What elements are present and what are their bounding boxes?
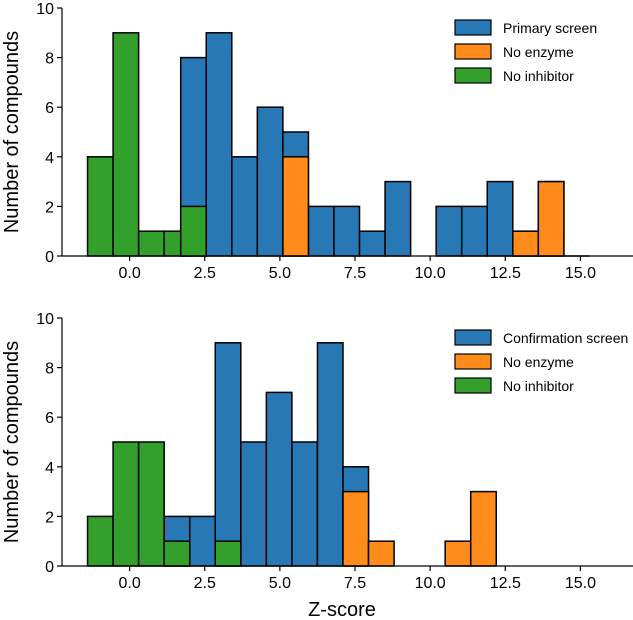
bar-no-enzyme-1	[512, 230, 540, 257]
bar-primary-screen-5	[307, 205, 335, 257]
legend-label: No enzyme	[503, 44, 574, 60]
bar-no-inhibitor-0	[86, 156, 114, 257]
bar-no-inhibitor-2	[137, 230, 165, 257]
legend-swatch	[454, 19, 492, 36]
bar-no-inhibitor-4	[179, 205, 208, 257]
y-tick-label: 4	[45, 460, 54, 477]
x-tick-label: 12.5	[490, 265, 521, 282]
bar-confirmation-screen-5	[291, 441, 319, 567]
y-tick-label: 6	[45, 410, 54, 427]
x-tick-label: 2.5	[194, 265, 216, 282]
x-tick-label: 5.0	[269, 265, 291, 282]
bar-no-inhibitor-1	[112, 32, 140, 257]
legend: Confirmation screen No enzyme No inhibitor	[454, 329, 628, 394]
bar-confirmation-screen-3	[240, 441, 268, 567]
bar-primary-screen-6	[333, 205, 361, 257]
bar-primary-screen-9	[435, 205, 463, 257]
bar-no-enzyme-0	[282, 156, 310, 257]
bar-no-enzyme-1	[367, 540, 395, 567]
x-tick-label: 2.5	[194, 575, 216, 592]
x-tick-label: 15.0	[565, 575, 596, 592]
bar-primary-screen-10	[460, 205, 488, 257]
x-tick-label: 10.0	[415, 265, 446, 282]
bar-no-inhibitor-3	[163, 540, 191, 567]
legend-label: No inhibitor	[503, 68, 574, 84]
legend-swatch	[454, 67, 492, 84]
y-tick-label: 0	[45, 559, 54, 576]
y-axis-label: Number of compounds	[1, 341, 23, 543]
histogram-bars	[86, 32, 590, 257]
bar-primary-screen-1	[205, 32, 233, 257]
y-axis-label: Number of compounds	[1, 31, 23, 233]
bar-no-enzyme-0	[342, 490, 370, 567]
x-tick-label: 7.5	[344, 265, 366, 282]
bar-no-enzyme-3	[469, 490, 498, 567]
bar-confirmation-screen-1	[188, 515, 217, 567]
legend: Primary screen No enzyme No inhibitor	[454, 19, 597, 84]
x-tick-label: 7.5	[344, 575, 366, 592]
legend-label: Confirmation screen	[503, 330, 628, 346]
y-tick-label: 8	[45, 51, 54, 68]
bar-primary-screen-11	[486, 180, 514, 257]
bar-confirmation-screen-2	[214, 342, 242, 567]
bar-confirmation-screen-4	[265, 391, 293, 567]
legend-label: No enzyme	[503, 354, 574, 370]
legend-swatch	[454, 353, 492, 370]
legend-swatch	[454, 43, 492, 60]
bar-primary-screen-8	[384, 180, 412, 257]
x-tick-label: 15.0	[565, 265, 596, 282]
y-tick-label: 8	[45, 361, 54, 378]
legend-label: Primary screen	[503, 20, 597, 36]
x-tick-label: 0.0	[118, 265, 140, 282]
y-tick-label: 6	[45, 100, 54, 117]
x-tick-label: 5.0	[269, 575, 291, 592]
legend-swatch	[454, 329, 492, 346]
y-tick-label: 0	[45, 249, 54, 266]
y-tick-label: 2	[45, 199, 54, 216]
bar-no-inhibitor-0	[86, 515, 114, 567]
bar-no-inhibitor-1	[112, 441, 140, 567]
bottom-histogram-panel: 0 2 4 6 8 10 0.0 2.5 5.0 7.5 10.0 12.5 15.0 Number of…	[1, 311, 633, 620]
bar-confirmation-screen-6	[316, 342, 344, 567]
x-tick-label: 0.0	[118, 575, 140, 592]
y-tick-label: 4	[45, 150, 54, 167]
x-axis-label: Z-score	[308, 599, 376, 620]
x-tick-label: 10.0	[415, 575, 446, 592]
bar-no-inhibitor-4	[214, 540, 242, 567]
y-tick-label: 10	[36, 1, 54, 18]
y-tick-label: 10	[36, 311, 54, 328]
top-histogram-panel: 0 2 4 6 8 10 0.0 2.5 5.0 7.5 10.0 12.5 15.0 Number of…	[1, 1, 633, 282]
y-tick-label: 2	[45, 509, 54, 526]
bar-primary-screen-3	[256, 106, 284, 257]
bar-no-enzyme-2	[444, 540, 472, 567]
bar-no-inhibitor-2	[137, 441, 165, 567]
histogram-bars	[86, 342, 498, 567]
bar-primary-screen-2	[231, 156, 259, 257]
bar-no-enzyme-2	[537, 180, 565, 257]
bar-primary-screen-7	[358, 230, 386, 257]
legend-swatch	[454, 377, 492, 394]
x-tick-label: 12.5	[490, 575, 521, 592]
legend-label: No inhibitor	[503, 378, 574, 394]
